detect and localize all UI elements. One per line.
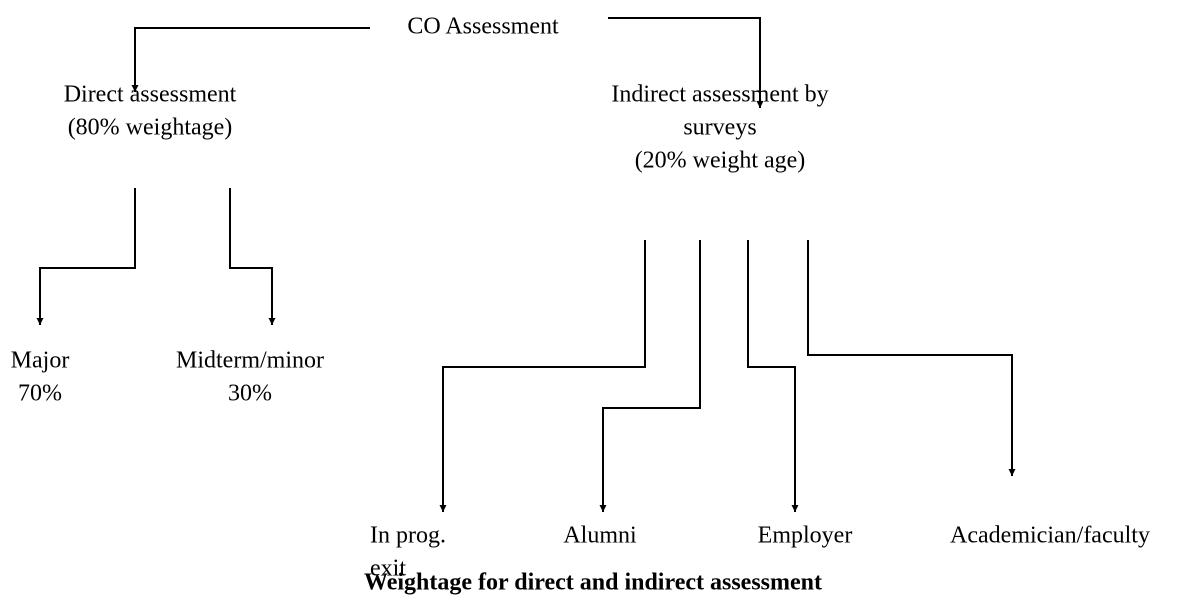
node-label: Major xyxy=(11,348,70,374)
arrow xyxy=(599,240,701,512)
node-label: (20% weight age) xyxy=(635,148,806,174)
caption: Weightage for direct and indirect assess… xyxy=(364,570,822,596)
node-label: 70% xyxy=(18,381,62,407)
arrow xyxy=(229,188,276,325)
node-label: Midterm/minor xyxy=(176,348,324,374)
node-label: In prog. xyxy=(370,523,446,549)
arrow xyxy=(747,240,799,512)
arrow xyxy=(36,188,136,325)
node-label: (80% weightage) xyxy=(68,115,233,141)
node-label: Direct assessment xyxy=(64,82,237,108)
node-label: exit xyxy=(370,556,406,582)
node-label: 30% xyxy=(228,381,272,407)
node-label: Academician/faculty xyxy=(950,523,1150,549)
node-label: Alumni xyxy=(563,523,637,549)
arrow xyxy=(439,240,646,512)
arrow xyxy=(807,240,1016,476)
connectors xyxy=(36,17,1016,512)
node-label: CO Assessment xyxy=(407,14,559,40)
node-label: Employer xyxy=(758,523,853,549)
node-label: Indirect assessment by xyxy=(611,82,828,108)
arrow xyxy=(608,17,764,108)
node-label: surveys xyxy=(683,115,756,141)
